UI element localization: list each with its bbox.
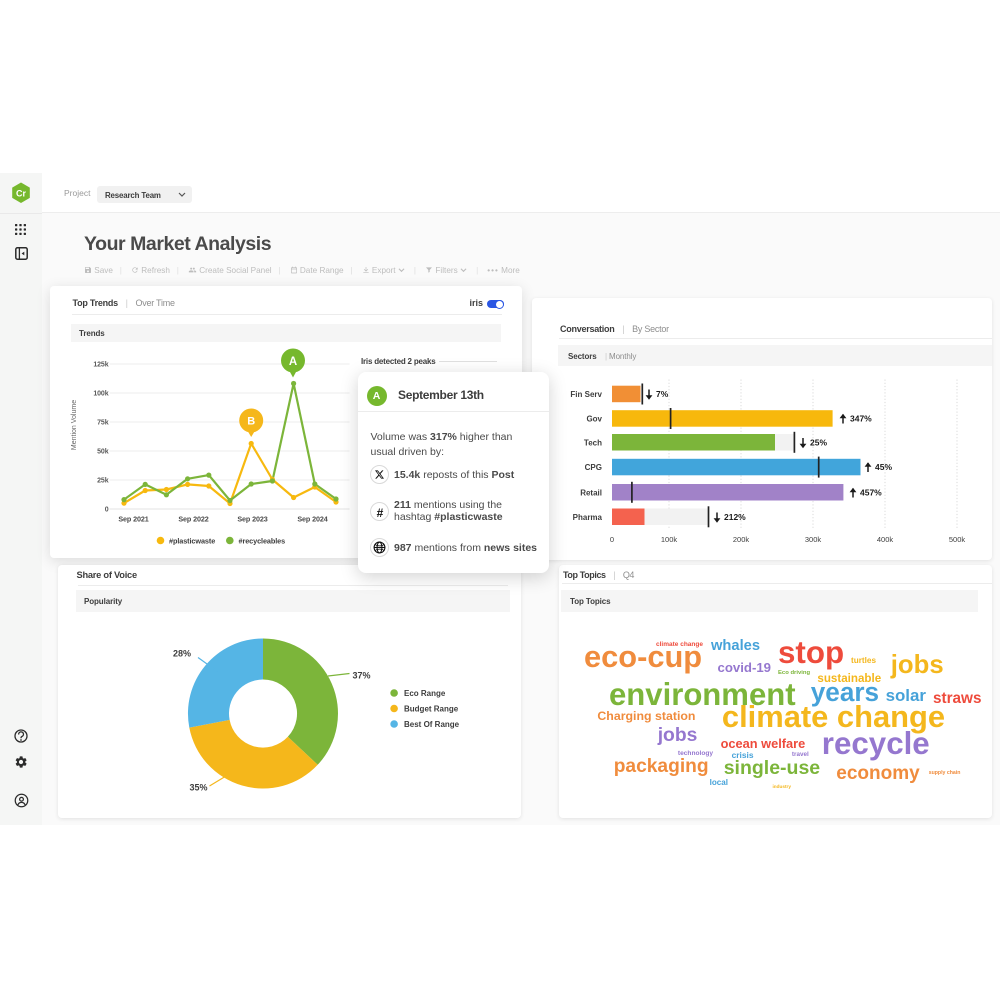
- svg-text:Fin Serv: Fin Serv: [570, 390, 602, 399]
- svg-text:Eco Range: Eco Range: [404, 689, 446, 698]
- svg-text:Budget Range: Budget Range: [404, 705, 459, 714]
- svg-text:Sep 2022: Sep 2022: [178, 515, 208, 524]
- svg-text:37%: 37%: [352, 671, 370, 681]
- svg-text:50k: 50k: [97, 449, 109, 456]
- svg-text:Sep 2023: Sep 2023: [237, 515, 267, 524]
- svg-text:0: 0: [610, 535, 614, 544]
- svg-text:500k: 500k: [949, 535, 966, 544]
- svg-text:0: 0: [104, 507, 108, 514]
- svg-text:B: B: [247, 416, 255, 428]
- svg-text:Cr: Cr: [16, 189, 26, 199]
- svg-text:212%: 212%: [724, 511, 746, 521]
- svg-text:Retail: Retail: [580, 488, 602, 497]
- svg-text:#plasticwaste: #plasticwaste: [169, 537, 215, 546]
- svg-text:7%: 7%: [656, 389, 669, 399]
- svg-text:28%: 28%: [173, 649, 191, 659]
- svg-text:Best Of Range: Best Of Range: [404, 720, 460, 729]
- svg-text:Tech: Tech: [584, 438, 602, 447]
- svg-text:Sep 2021: Sep 2021: [118, 515, 148, 524]
- svg-text:Sep 2024: Sep 2024: [297, 515, 327, 524]
- svg-text:457%: 457%: [860, 487, 882, 497]
- svg-text:Pharma: Pharma: [573, 512, 603, 521]
- svg-text:#recycleables: #recycleables: [238, 537, 285, 546]
- svg-text:35%: 35%: [189, 783, 207, 793]
- svg-text:100k: 100k: [661, 535, 678, 544]
- svg-text:300k: 300k: [805, 535, 822, 544]
- svg-text:Gov: Gov: [586, 414, 602, 423]
- svg-text:75k: 75k: [97, 420, 109, 427]
- svg-text:25k: 25k: [97, 478, 109, 485]
- svg-text:200k: 200k: [733, 535, 750, 544]
- svg-text:Mention Volume: Mention Volume: [71, 400, 78, 450]
- svg-text:125k: 125k: [93, 362, 108, 369]
- svg-text:25%: 25%: [810, 437, 827, 447]
- svg-text:400k: 400k: [877, 535, 894, 544]
- svg-text:347%: 347%: [850, 413, 872, 423]
- svg-text:A: A: [288, 356, 296, 368]
- svg-text:45%: 45%: [875, 462, 892, 472]
- svg-text:100k: 100k: [93, 391, 108, 398]
- svg-text:CPG: CPG: [585, 463, 602, 472]
